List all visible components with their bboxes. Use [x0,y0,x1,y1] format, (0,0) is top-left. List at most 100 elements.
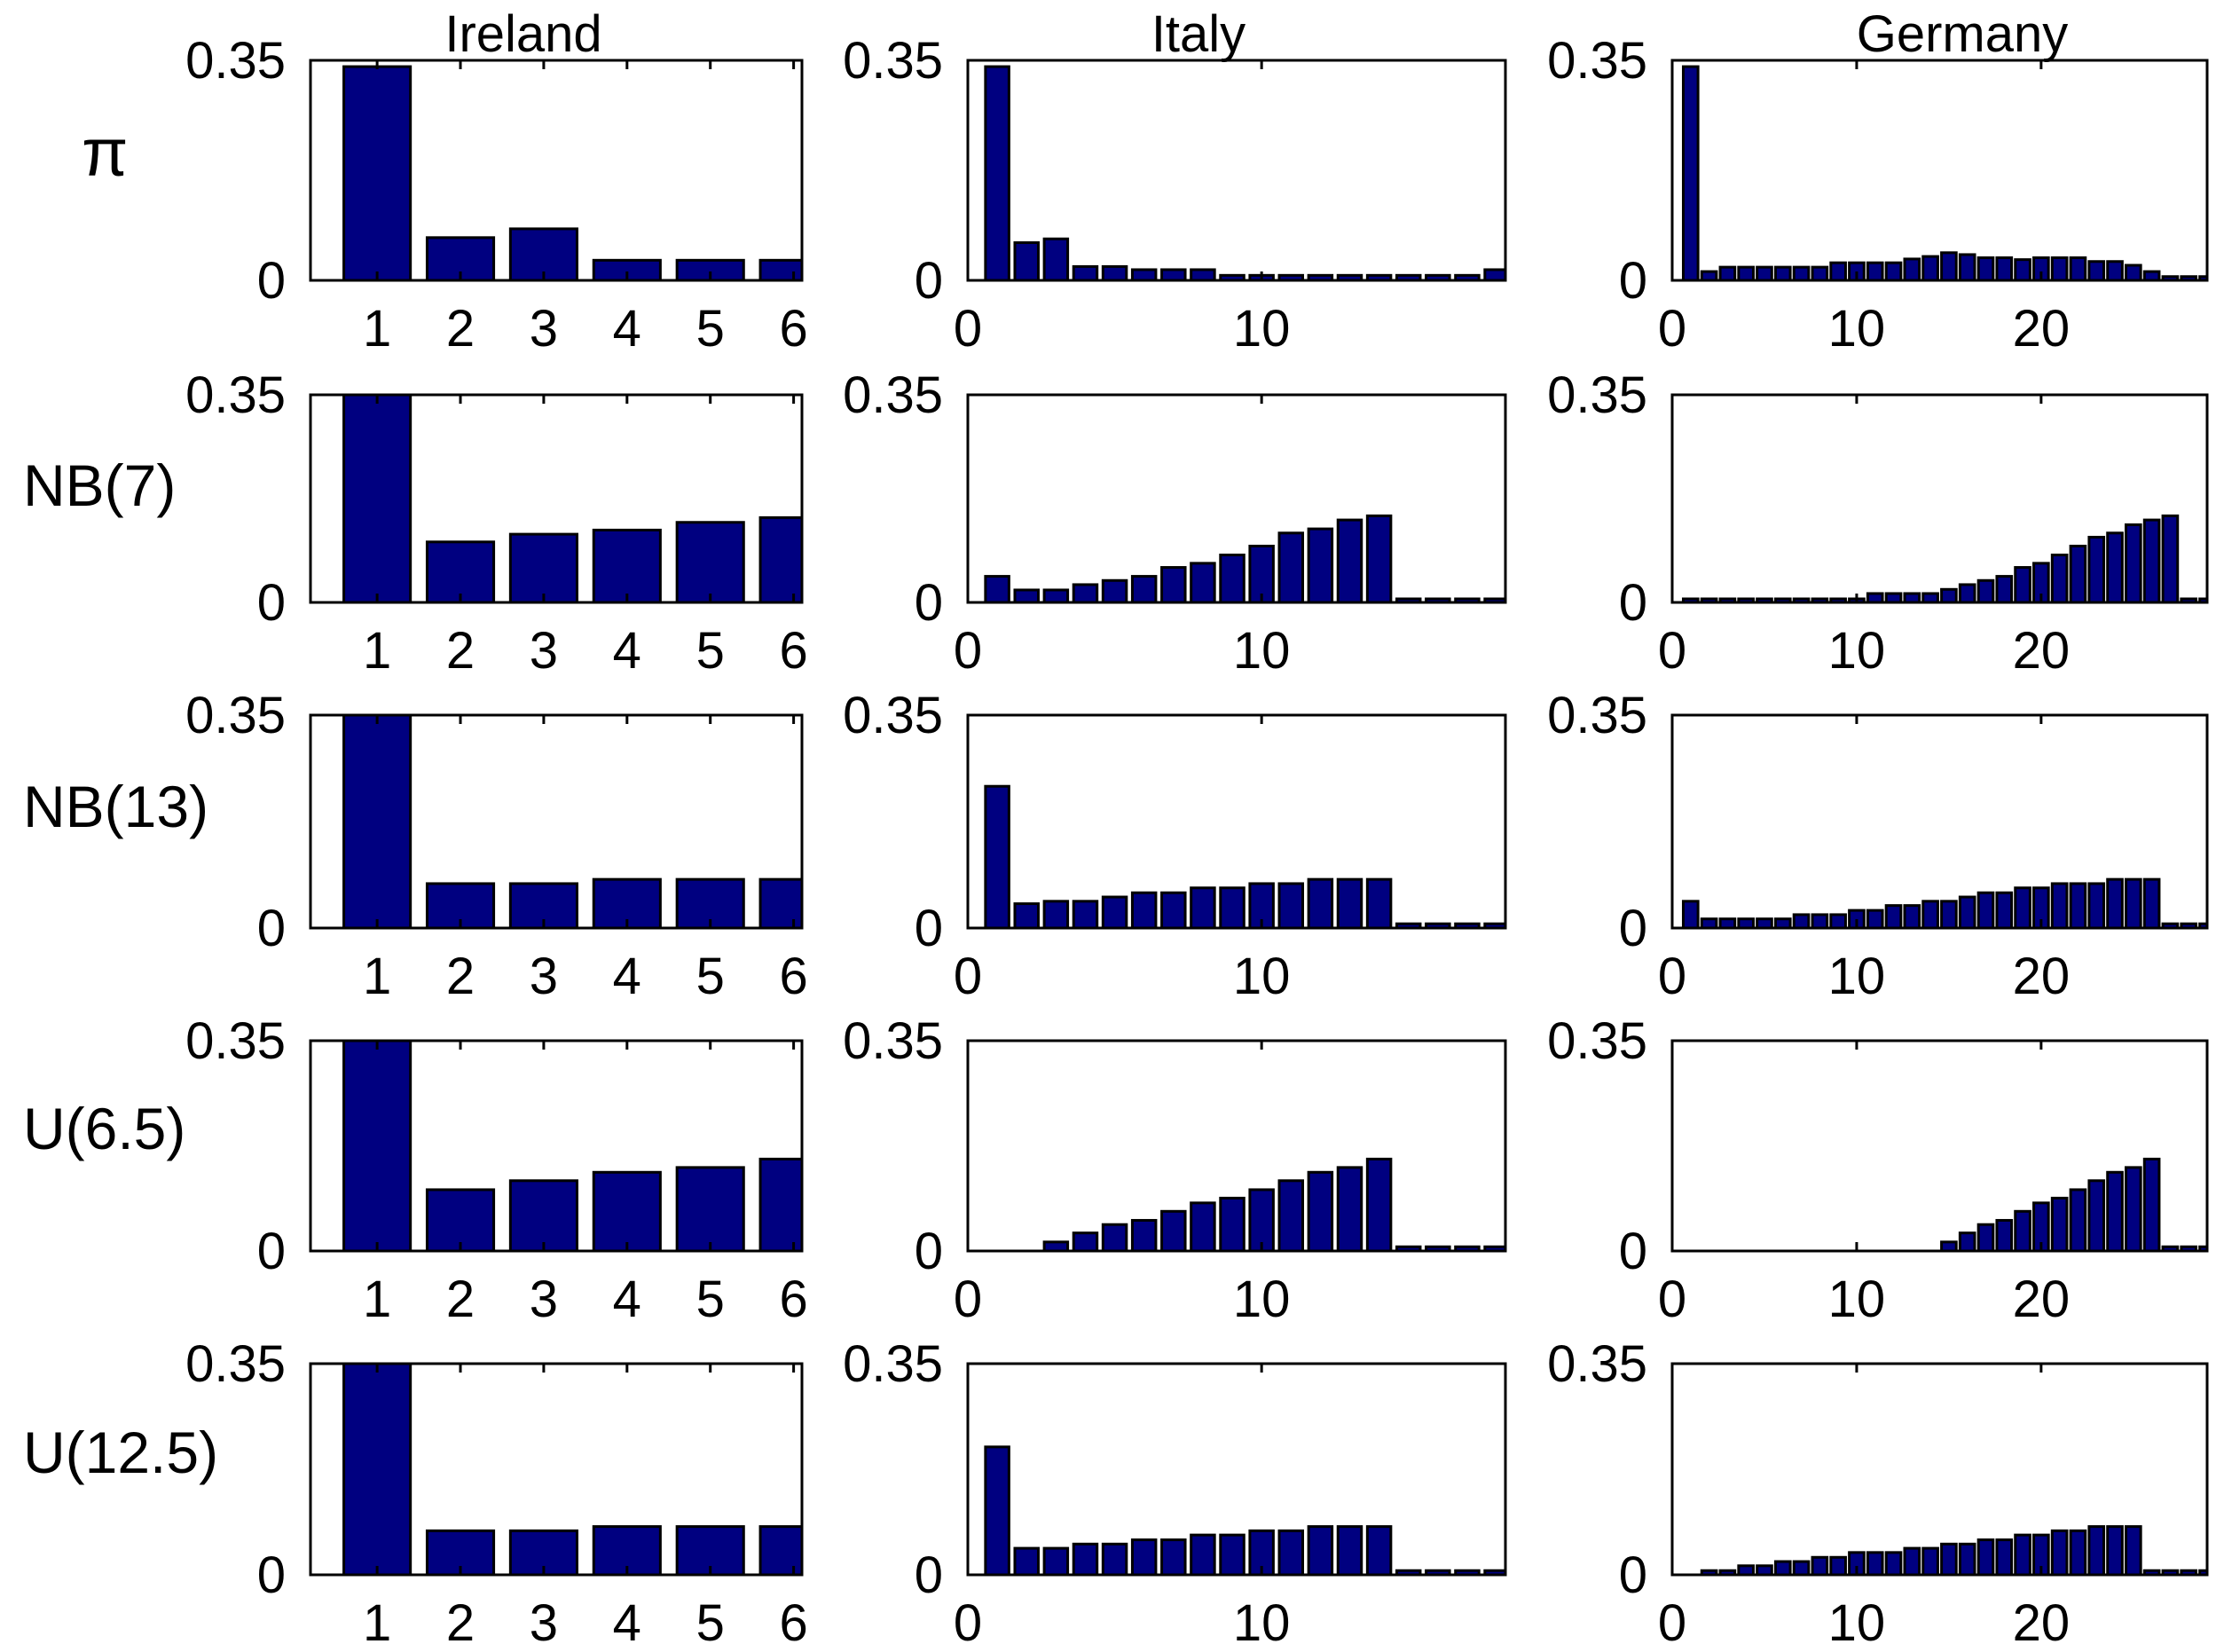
bar [2125,1525,2142,1575]
x-tick-label: 0 [1658,948,1686,1005]
x-tick-label: 2 [446,622,475,680]
bar [1811,1555,1829,1575]
y-tick-label: 0.35 [1547,687,1647,744]
x-tick-label: 10 [1233,1270,1291,1328]
bar [2069,1188,2087,1251]
bar [2050,256,2069,280]
bar [1277,1179,1305,1251]
bar [1976,256,1995,280]
bar [1307,1525,1334,1575]
bar [1958,1542,1976,1575]
bar [1976,1538,1995,1575]
bar [675,877,745,928]
y-tick-label: 0 [915,252,943,310]
bar [1756,597,1773,602]
bar [2161,1245,2180,1251]
bar [2014,1533,2031,1575]
x-tick-label: 20 [2013,622,2071,680]
bar [984,1445,1010,1575]
bar [508,532,578,602]
y-tick-label: 0 [915,1546,943,1604]
bar [1940,900,1958,928]
bar [2014,258,2031,280]
bar [2198,597,2207,602]
bar [675,521,745,602]
bar [1792,1560,1811,1575]
bar [1013,240,1040,280]
x-tick-label: 0 [954,1270,982,1328]
bars-u125-italy [984,1445,1505,1575]
bar [1940,1240,1958,1251]
bar [1307,1170,1334,1251]
bar [1190,1533,1216,1575]
bar [1976,578,1995,602]
y-tick-label: 0.35 [185,687,286,744]
x-tick-label: 6 [779,948,807,1005]
row-label-u125: U(12.5) [23,1420,218,1485]
bar [342,715,413,928]
x-tick-label: 20 [2013,1270,2071,1328]
bar [1700,917,1718,928]
bar [1995,1218,2014,1251]
panel-pi-germany: 0 0.35 0 10 20 [1547,32,2209,358]
bar [2142,1157,2161,1251]
bar [1101,1542,1128,1575]
x-tick-label: 0 [954,300,982,358]
bars-u125-ireland [342,1364,802,1575]
axes-box [309,59,804,282]
bar [2050,1196,2069,1251]
bar [1130,891,1158,928]
bar [1884,904,1903,928]
bar [984,575,1010,602]
x-tick-label: 10 [1828,1270,1886,1328]
bars-u65-italy [1042,1157,1505,1251]
y-tick-label: 0 [257,900,286,957]
bar [1737,1564,1755,1575]
bar [1277,882,1305,928]
x-tick-label: 0 [1658,300,1686,358]
bar [2198,922,2207,928]
bar [1013,1546,1040,1575]
x-tick-label: 1 [363,1270,391,1328]
bar [1454,597,1481,602]
bar [1718,917,1737,928]
x-tick-label: 10 [1233,1594,1291,1652]
bar [2198,275,2207,280]
bar [2106,531,2124,602]
bar [342,395,413,602]
y-tick-label: 0.35 [843,32,943,90]
bar [1903,592,1921,602]
bar [2198,1245,2207,1251]
x-tick-label: 10 [1828,948,1886,1005]
bar [758,258,802,280]
bar [1921,592,1939,602]
x-tick-label: 3 [530,1594,558,1652]
bar [1219,1533,1246,1575]
bar [2180,597,2198,602]
panel-u65-ireland: 0 0.35 1 2 3 4 5 6 [185,1012,808,1328]
bar [1042,588,1070,602]
bar [675,258,745,280]
bar [2125,264,2142,280]
x-tick-label: 5 [696,1594,725,1652]
x-tick-label: 3 [530,300,558,358]
bar [1700,597,1718,602]
bar [1277,531,1305,602]
y-tick-label: 0 [257,574,286,632]
bar [1681,900,1700,928]
bar [1219,886,1246,928]
bar [2050,882,2069,928]
y-tick-label: 0 [257,252,286,310]
bar [984,65,1010,280]
bar [1811,597,1829,602]
bar [1365,1157,1393,1251]
y-tick-label: 0 [1619,900,1647,957]
bars-u65-germany [1940,1157,2207,1251]
bar [2125,523,2142,602]
panel-u125-germany: 0 0.35 0 10 20 [1547,1335,2209,1652]
bar [1792,913,1811,928]
bar [1811,265,1829,280]
bar [1101,1223,1128,1251]
bar [1130,1538,1158,1575]
axes-box [1670,1039,2209,1253]
